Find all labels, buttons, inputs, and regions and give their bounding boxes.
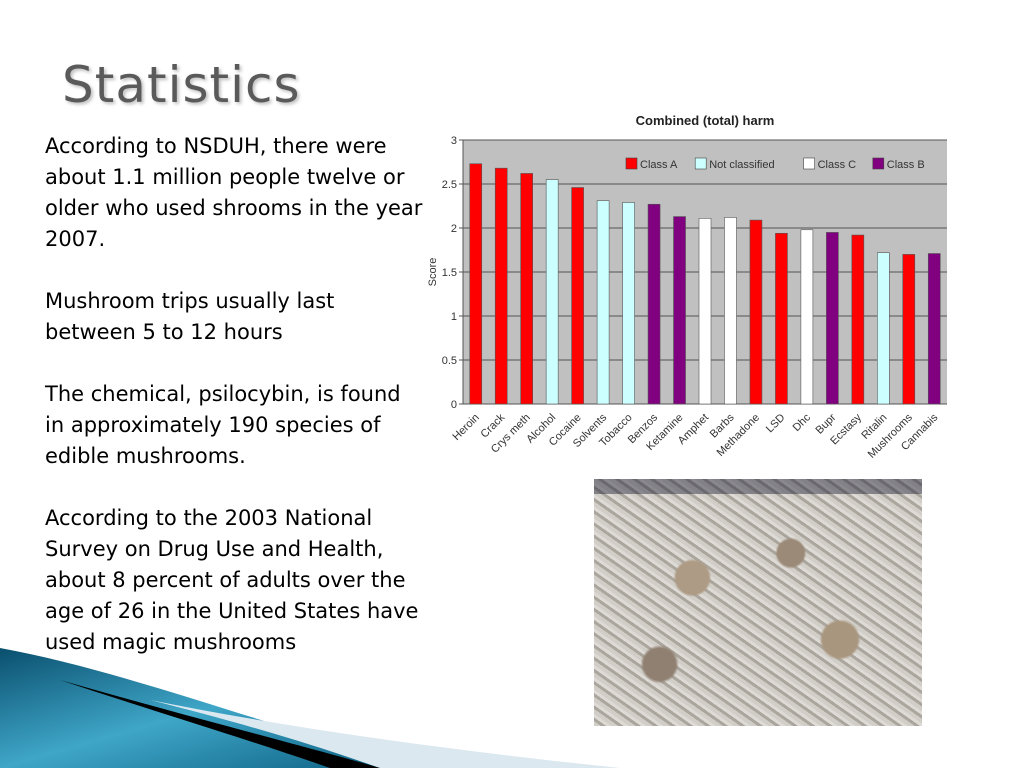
x-tick-label: Dhc [791,411,814,434]
bar-crack [494,167,508,405]
bar-dhc [800,229,814,405]
legend-label: Class B [887,159,925,171]
y-tick-label: 1 [451,311,457,323]
body-text: According to NSDUH, there were about 1.1… [45,131,425,689]
legend-swatch [872,157,885,170]
bar-crys-meth [520,173,533,405]
bar-heroin [469,163,483,405]
y-tick-label: 3 [451,135,457,147]
bar-methadone [749,219,763,405]
bar-alcohol [545,179,559,405]
bar-tobacco [622,202,635,405]
paragraph-survey-2003: According to the 2003 National Survey on… [45,506,419,654]
bar-bupr [826,232,839,405]
legend-label: Not classified [709,159,774,171]
y-tick-label: 2.5 [442,179,457,191]
bar-ketamine [673,216,686,405]
y-tick-label: 0.5 [442,355,457,367]
y-axis-label: Score [427,258,439,287]
bar-benzos [647,203,661,405]
bar-solvents [596,200,610,405]
legend-swatch [694,157,707,170]
bar-amphet [698,218,712,405]
bar-lsd [775,232,788,405]
x-tick-label: Heroin [450,412,481,443]
legend-label: Class C [818,159,857,171]
y-tick-label: 1.5 [442,267,457,279]
chart-title: Combined (total) harm [636,113,775,128]
legend-swatch [625,157,638,170]
slide-title: Statistics [62,56,301,114]
paragraph-trip-duration: Mushroom trips usually last between 5 to… [45,289,335,344]
bar-cocaine [571,187,584,405]
bar-ritalin [877,252,890,405]
bar-ecstasy [851,234,865,405]
bar-mushrooms [902,254,916,405]
paragraph-nsduh: According to NSDUH, there were about 1.1… [45,134,423,251]
x-tick-label: LSD [764,412,788,436]
y-tick-label: 2 [451,223,457,235]
bar-cannabis [927,253,941,405]
decorative-swoosh [0,648,620,768]
paragraph-psilocybin: The chemical, psilocybin, is found in ap… [45,382,401,468]
bar-barbs [724,217,737,405]
legend-label: Class A [640,159,678,171]
legend-swatch [803,157,815,170]
mushroom-bag-photo [594,479,922,726]
harm-bar-chart: 0 0.5 1 1.5 2 2.5 3 Combined (total) harm Score H… [427,113,947,461]
y-tick-label: 0 [451,399,457,411]
